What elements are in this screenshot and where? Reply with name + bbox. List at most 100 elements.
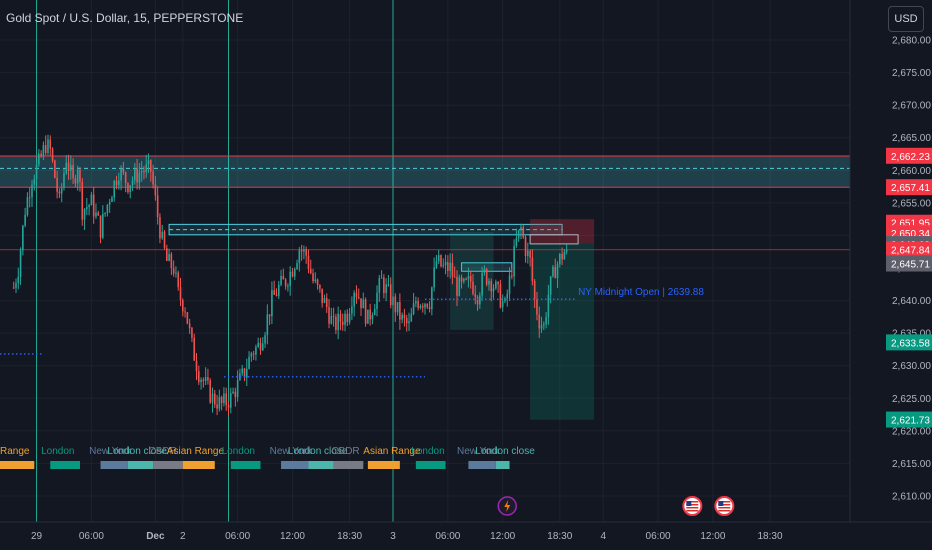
candle-body-163	[385, 284, 387, 294]
candle-body-14	[44, 145, 47, 154]
candle-body-78	[191, 328, 193, 338]
candle-body-88	[213, 393, 216, 405]
session-label-9: CBDR	[331, 446, 359, 457]
candle-body-133	[316, 279, 319, 285]
candle-body-218	[511, 275, 513, 277]
zone-5	[530, 243, 595, 420]
price-axis[interactable]: 2,610.00 2,615.00 2,620.00 2,625.00 2,630.00…	[849, 0, 932, 550]
time-tick-label: 18:30	[337, 531, 362, 542]
candle-body-124	[296, 263, 298, 269]
candle-body-156	[369, 309, 371, 320]
candle-body-202	[474, 293, 477, 298]
candle-body-47	[120, 168, 122, 181]
candle-body-51	[129, 185, 132, 193]
session-label-6: London	[222, 446, 255, 457]
session-label-11: London	[411, 446, 444, 457]
session-bar-9	[333, 461, 364, 469]
candle-body-107	[257, 342, 259, 347]
price-axis-bg	[850, 0, 932, 550]
price-tick-label: 2,610.00	[892, 491, 931, 502]
candle-body-83	[202, 379, 205, 382]
candle-body-87	[211, 393, 214, 403]
candle-body-67	[166, 248, 168, 261]
time-tick-label: 3	[390, 531, 396, 542]
candle-body-76	[186, 312, 189, 324]
candle-body-75	[184, 311, 186, 313]
time-axis-bg	[0, 522, 932, 550]
candle-body-230	[538, 314, 541, 329]
candle-body-38	[99, 215, 102, 238]
price-tick-label: 2,665.00	[892, 133, 931, 144]
candle-body-209	[490, 280, 493, 292]
candle-body-187	[440, 255, 442, 267]
candle-body-34	[90, 194, 93, 206]
candle-body-185	[435, 261, 438, 268]
candle-body-189	[444, 261, 447, 266]
candle-body-44	[113, 180, 116, 198]
time-axis[interactable]: 29 06:00 Dec 2 06:00 12:00 18:30 3 06:00 12:00 18:…	[0, 521, 932, 550]
candle-body-177	[417, 301, 419, 308]
candle-body-106	[255, 346, 257, 355]
candle-body-45	[115, 180, 118, 185]
candle-body-10	[35, 164, 38, 179]
candle-body-8	[31, 184, 33, 198]
price-tick-label: 2,675.00	[892, 68, 931, 79]
time-tick-label: Dec	[146, 531, 165, 542]
candle-body-95	[229, 393, 232, 408]
candle-body-96	[232, 391, 234, 394]
candle-body-39	[102, 213, 104, 238]
candle-body-205	[481, 272, 483, 296]
candle-body-214	[501, 301, 504, 308]
candle-body-48	[122, 168, 125, 173]
candle-body-74	[181, 300, 184, 312]
candle-body-11	[38, 153, 40, 165]
price-tick-label: 2,615.00	[892, 459, 931, 470]
candle-body-179	[421, 305, 424, 308]
candle-body-221	[517, 230, 520, 239]
candle-body-42	[108, 201, 111, 205]
candle-body-77	[188, 323, 191, 329]
session-bar-11	[415, 461, 446, 469]
session-label-10: Asian Range	[363, 446, 421, 457]
candle-body-66	[163, 231, 166, 249]
candle-body-128	[305, 249, 307, 256]
candle-body-148	[351, 306, 353, 314]
candle-body-31	[83, 208, 86, 220]
candle-body-172	[405, 318, 408, 324]
time-tick-label: 12:00	[700, 531, 725, 542]
candle-body-182	[428, 307, 431, 310]
time-tick-label: 06:00	[225, 531, 250, 542]
candle-body-235	[549, 276, 552, 295]
annotations: NY Midnight Open | 2639.88	[578, 287, 704, 298]
candle-body-164	[387, 284, 390, 286]
candle-body-207	[485, 269, 488, 285]
candle-body-170	[401, 314, 403, 320]
candle-body-120	[287, 285, 289, 287]
candle-body-56	[140, 171, 143, 173]
candle-body-68	[168, 254, 170, 261]
candle-body-155	[367, 309, 369, 324]
candle-body-231	[540, 325, 543, 329]
candle-body-210	[492, 288, 495, 292]
session-label-7: New York	[270, 446, 313, 457]
event-markers	[497, 496, 735, 516]
currency-button[interactable]: USD	[888, 6, 924, 32]
us-flag-icon	[714, 496, 735, 516]
price-label-box	[886, 334, 932, 351]
candle-body-190	[447, 261, 449, 272]
candle-body-26	[72, 164, 74, 179]
price-tick-label: 2,635.00	[892, 329, 931, 340]
candle-body-61	[152, 171, 154, 185]
flag-stripe	[718, 504, 731, 506]
session-bar-2	[100, 461, 128, 469]
flag-stripe	[686, 507, 699, 509]
candle-body-92	[223, 393, 225, 403]
candle-body-35	[92, 194, 95, 217]
candle-body-203	[476, 297, 479, 305]
candle-body-18	[54, 160, 56, 178]
candle-body-168	[396, 302, 399, 313]
candle-body-240	[561, 253, 563, 260]
candle-body-112	[268, 314, 271, 317]
price-label-text: 2,633.58	[891, 338, 930, 349]
